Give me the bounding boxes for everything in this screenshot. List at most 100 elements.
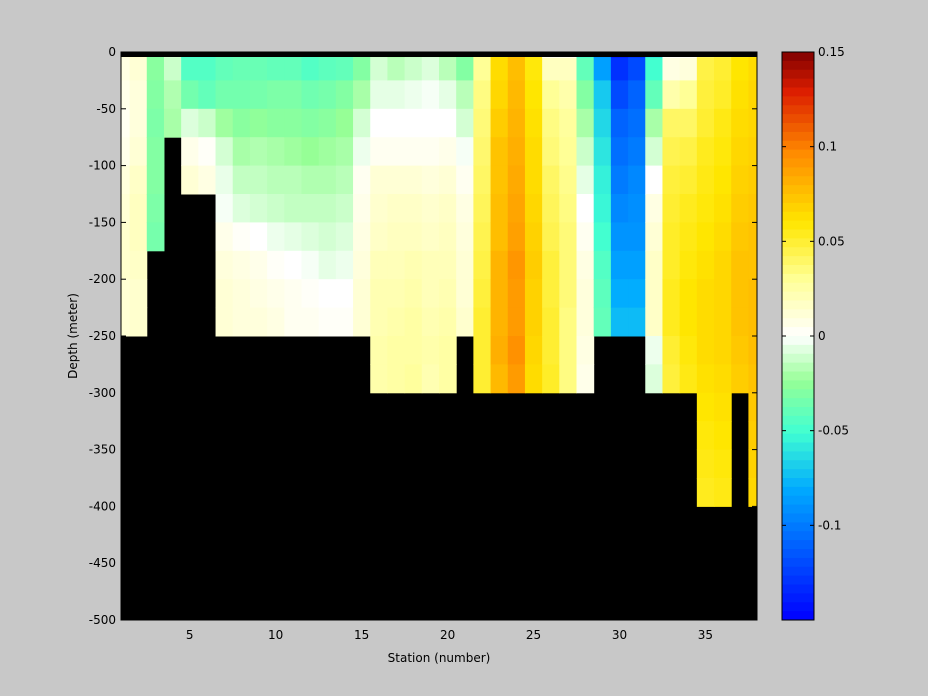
heatmap-cell bbox=[542, 137, 560, 167]
colorbar-step bbox=[782, 433, 814, 444]
heatmap-cell bbox=[370, 57, 388, 81]
heatmap-cell bbox=[456, 279, 474, 309]
y-axis-label: Depth (meter) bbox=[66, 293, 80, 379]
heatmap-cell bbox=[301, 222, 320, 252]
heatmap-cell bbox=[542, 80, 560, 110]
heatmap-cell bbox=[335, 194, 354, 223]
heatmap-cell bbox=[121, 250, 131, 280]
heatmap-cell bbox=[731, 336, 749, 365]
colorbar-step bbox=[782, 557, 814, 568]
heatmap-cell bbox=[129, 222, 148, 252]
x-tick-label: 35 bbox=[698, 628, 713, 642]
heatmap-cell bbox=[404, 250, 423, 280]
colorbar-step bbox=[782, 194, 814, 204]
heatmap-cell bbox=[232, 57, 251, 81]
heatmap-cell bbox=[335, 307, 354, 337]
heatmap-cell bbox=[559, 279, 578, 309]
heatmap-cell bbox=[232, 165, 251, 195]
colorbar-step bbox=[782, 611, 814, 621]
heatmap-cell bbox=[249, 165, 268, 195]
heatmap-cell bbox=[696, 421, 715, 451]
colorbar-step bbox=[782, 265, 814, 275]
heatmap-cell bbox=[163, 108, 182, 138]
heatmap-cell bbox=[542, 279, 560, 309]
heatmap-cell bbox=[301, 137, 320, 167]
heatmap-cell bbox=[181, 108, 199, 138]
heatmap-cell bbox=[232, 279, 251, 309]
heatmap-cell bbox=[421, 250, 440, 280]
heatmap-cell bbox=[121, 108, 131, 138]
heatmap-cell bbox=[542, 364, 560, 394]
heatmap-cell bbox=[473, 222, 492, 252]
colorbar-step bbox=[782, 131, 814, 142]
heatmap-cell bbox=[215, 194, 234, 223]
colorbar-step bbox=[782, 158, 814, 168]
heatmap-cell bbox=[129, 307, 148, 337]
heatmap-cell bbox=[473, 194, 492, 223]
heatmap-cell bbox=[645, 80, 663, 110]
heatmap-cell bbox=[301, 194, 320, 223]
heatmap-cell bbox=[696, 250, 715, 280]
heatmap-cell bbox=[301, 165, 320, 195]
colorbar-gradient bbox=[782, 52, 814, 621]
colorbar-tick-label: -0.1 bbox=[818, 518, 841, 532]
heatmap-cell bbox=[610, 250, 629, 280]
colorbar-step bbox=[782, 504, 814, 515]
heatmap-cell bbox=[232, 108, 251, 138]
heatmap-cell bbox=[679, 222, 698, 252]
heatmap-cell bbox=[559, 222, 578, 252]
heatmap-cell bbox=[714, 307, 732, 337]
colorbar-ticks: 0.15 0.1 0.05 0 -0.05 -0.1 bbox=[782, 45, 849, 532]
heatmap-cell bbox=[628, 307, 646, 337]
heatmap-cell bbox=[696, 80, 715, 110]
heatmap-cell bbox=[679, 307, 698, 337]
heatmap-cell bbox=[490, 336, 509, 365]
heatmap-cell bbox=[748, 165, 758, 195]
heatmap-cell bbox=[679, 194, 698, 223]
colorbar-step bbox=[782, 96, 814, 106]
colorbar-step bbox=[782, 105, 814, 115]
colorbar-step bbox=[782, 140, 814, 151]
heatmap-cell bbox=[318, 108, 337, 138]
heatmap-cell bbox=[370, 364, 388, 394]
heatmap-cell bbox=[628, 108, 646, 138]
heatmap-cell bbox=[284, 307, 302, 337]
y-tick-label: -250 bbox=[89, 329, 116, 343]
heatmap-cell bbox=[387, 250, 406, 280]
x-axis-label: Station (number) bbox=[388, 651, 491, 665]
heatmap-cell bbox=[714, 108, 732, 138]
heatmap-cell bbox=[301, 80, 320, 110]
heatmap-cell bbox=[731, 137, 749, 167]
heatmap-cell bbox=[404, 165, 423, 195]
heatmap-cell bbox=[370, 336, 388, 365]
x-tick-label: 30 bbox=[612, 628, 627, 642]
heatmap-cell bbox=[576, 108, 595, 138]
colorbar-step bbox=[782, 495, 814, 506]
heatmap-cell bbox=[146, 222, 165, 252]
heatmap-cell bbox=[490, 279, 509, 309]
heatmap-cell bbox=[714, 165, 732, 195]
x-axis-ticks: 5 10 15 20 25 30 35 bbox=[186, 52, 713, 642]
heatmap-cell bbox=[439, 250, 457, 280]
heatmap-cell bbox=[370, 165, 388, 195]
colorbar-step bbox=[782, 123, 814, 133]
heatmap-cell bbox=[335, 279, 354, 309]
heatmap-cell bbox=[473, 250, 492, 280]
heatmap-cell bbox=[421, 80, 440, 110]
heatmap-cell bbox=[731, 57, 749, 81]
heatmap-cell bbox=[215, 279, 234, 309]
heatmap-cell bbox=[353, 165, 371, 195]
heatmap-cell bbox=[439, 137, 457, 167]
heatmap-cell bbox=[387, 336, 406, 365]
heatmap-cell bbox=[714, 80, 732, 110]
heatmap-cell bbox=[662, 165, 681, 195]
heatmap-cell bbox=[387, 80, 406, 110]
heatmap-cell bbox=[507, 336, 526, 365]
colorbar-step bbox=[782, 389, 814, 399]
heatmap-cell bbox=[335, 137, 354, 167]
colorbar-step bbox=[782, 398, 814, 408]
heatmap-cell bbox=[249, 137, 268, 167]
colorbar-step bbox=[782, 202, 814, 213]
heatmap-cell bbox=[490, 137, 509, 167]
colorbar-tick-label: 0.05 bbox=[818, 234, 845, 248]
